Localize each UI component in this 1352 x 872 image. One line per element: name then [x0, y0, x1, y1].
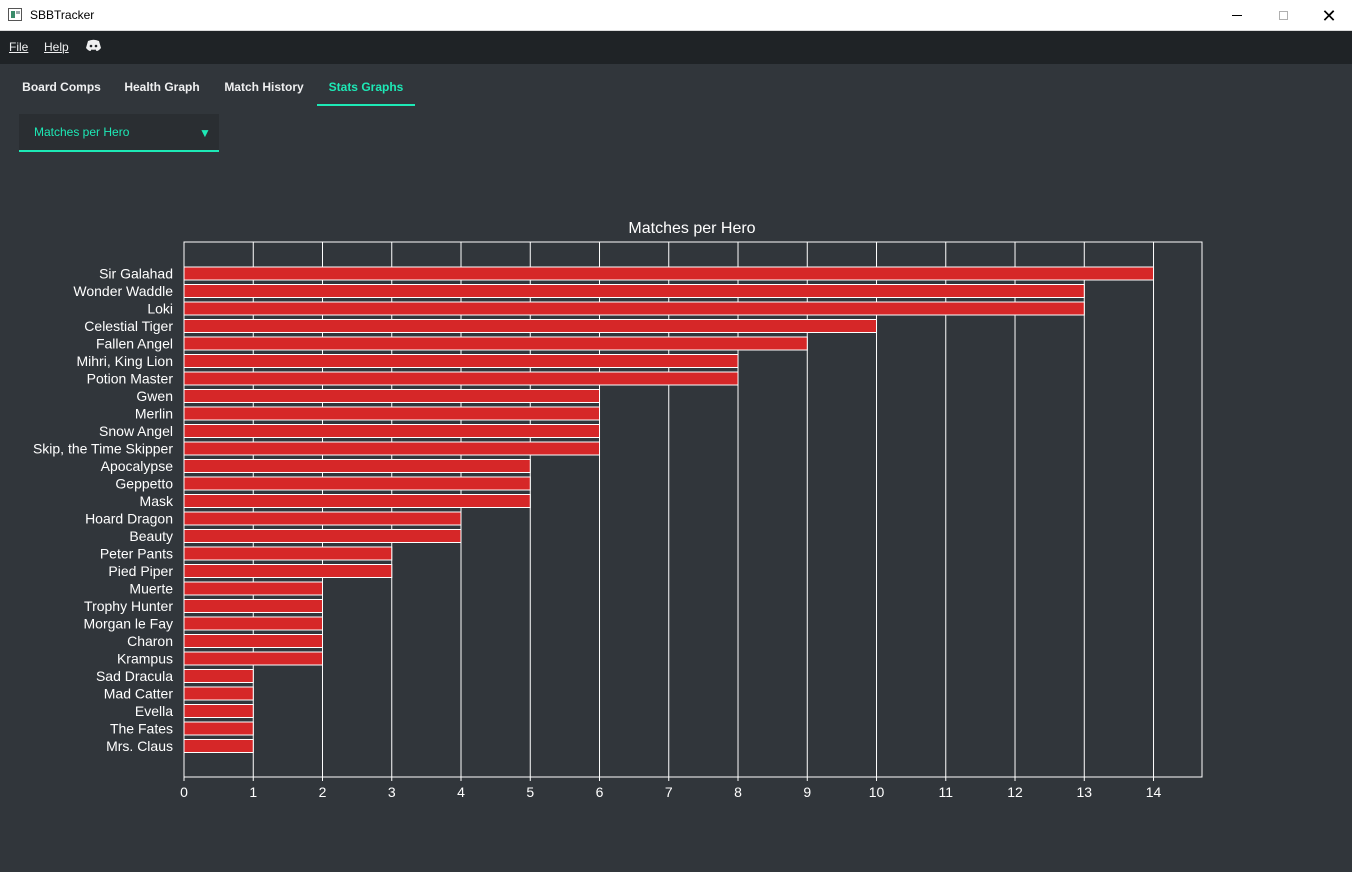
- bar-potion-master: [183, 371, 739, 386]
- category-label: Sir Galahad: [99, 266, 173, 282]
- minimize-icon: [1232, 15, 1242, 16]
- x-tick-label: 0: [180, 784, 188, 800]
- window-title: SBBTracker: [30, 8, 95, 22]
- plot-frame: [183, 241, 1203, 778]
- x-tick-label: 8: [734, 784, 742, 800]
- bar-evella: [183, 704, 254, 718]
- close-button[interactable]: ✕: [1306, 0, 1352, 31]
- dropdown-arrow-icon: ▼: [199, 126, 211, 140]
- category-label: Mad Catter: [104, 686, 174, 702]
- bar-mrs-claus: [183, 739, 254, 753]
- category-label: Fallen Angel: [96, 336, 173, 352]
- x-tick-label: 14: [1146, 784, 1162, 800]
- bar-pied-piper: [183, 564, 393, 578]
- bar-sir-galahad: [183, 266, 1155, 281]
- bar-merlin: [183, 406, 601, 421]
- x-tick-label: 11: [938, 784, 953, 800]
- category-label: Potion Master: [87, 371, 174, 387]
- title-bar: SBBTracker ✕: [0, 0, 1352, 31]
- category-label: Muerte: [129, 581, 173, 597]
- bar-loki: [183, 301, 1085, 316]
- bar-morgan-le-fay: [183, 616, 324, 631]
- menu-help[interactable]: Help: [44, 40, 69, 54]
- x-tick-label: 6: [596, 784, 604, 800]
- category-label: Geppetto: [115, 476, 173, 492]
- bar-geppetto: [183, 476, 531, 491]
- category-label: Skip, the Time Skipper: [33, 441, 173, 457]
- bar-charon: [183, 634, 324, 648]
- category-label: Evella: [135, 703, 173, 719]
- category-label: Morgan le Fay: [84, 616, 173, 632]
- category-label: The Fates: [110, 721, 173, 737]
- app-icon: [8, 8, 22, 21]
- bar-mask: [183, 494, 531, 508]
- dropdown-selected-value: Matches per Hero: [34, 125, 130, 139]
- bar-wonder-waddle: [183, 284, 1085, 298]
- bar-trophy-hunter: [183, 599, 324, 613]
- category-label: Mask: [140, 493, 174, 509]
- close-icon: ✕: [1321, 5, 1337, 26]
- category-label: Mihri, King Lion: [77, 353, 174, 369]
- x-tick-label: 10: [869, 784, 885, 800]
- category-label: Trophy Hunter: [84, 598, 173, 614]
- category-label: Pied Piper: [108, 563, 173, 579]
- x-tick-label: 12: [1007, 784, 1023, 800]
- category-label: Loki: [147, 301, 173, 317]
- x-tick-label: 1: [249, 784, 257, 800]
- x-tick-label: 7: [665, 784, 673, 800]
- category-label: Sad Dracula: [96, 668, 173, 684]
- bar-the-fates: [183, 721, 254, 736]
- tab-match-history[interactable]: Match History: [224, 80, 304, 94]
- x-tick-label: 5: [526, 784, 534, 800]
- maximize-button[interactable]: [1260, 0, 1306, 31]
- bar-mihri-king-lion: [183, 354, 739, 368]
- category-label: Merlin: [135, 406, 173, 422]
- menu-bar: File Help: [0, 31, 1352, 64]
- tab-stats-graphs[interactable]: Stats Graphs: [317, 70, 415, 106]
- category-label: Charon: [127, 633, 173, 649]
- bar-celestial-tiger: [183, 319, 878, 333]
- category-label: Wonder Waddle: [73, 283, 173, 299]
- category-label: Peter Pants: [100, 546, 173, 562]
- category-label: Celestial Tiger: [84, 318, 173, 334]
- category-label: Apocalypse: [101, 458, 174, 474]
- bar-mad-catter: [183, 686, 254, 701]
- category-label: Snow Angel: [99, 423, 173, 439]
- x-tick-label: 3: [388, 784, 396, 800]
- x-tick-label: 4: [457, 784, 465, 800]
- bar-muerte: [183, 581, 324, 596]
- category-label: Hoard Dragon: [85, 511, 173, 527]
- menu-file[interactable]: File: [9, 40, 29, 54]
- chart-title: Matches per Hero: [628, 220, 755, 237]
- bar-snow-angel: [183, 424, 601, 438]
- bar-apocalypse: [183, 459, 531, 473]
- minimize-button[interactable]: [1214, 0, 1260, 31]
- bar-skip-the-time-skipper: [183, 441, 601, 456]
- x-tick-label: 2: [319, 784, 327, 800]
- category-label: Beauty: [129, 528, 173, 544]
- x-tick-label: 13: [1076, 784, 1092, 800]
- graph-type-dropdown[interactable]: Matches per Hero ▼: [19, 114, 219, 152]
- bar-gwen: [183, 389, 601, 403]
- bar-beauty: [183, 529, 462, 543]
- maximize-icon: [1278, 11, 1288, 20]
- bar-hoard-dragon: [183, 511, 462, 526]
- tab-board-comps[interactable]: Board Comps: [22, 80, 101, 94]
- category-label: Gwen: [136, 388, 173, 404]
- bar-fallen-angel: [183, 336, 808, 351]
- bar-krampus: [183, 651, 324, 666]
- tab-health-graph[interactable]: Health Graph: [124, 80, 200, 94]
- category-label: Krampus: [117, 651, 173, 667]
- bar-sad-dracula: [183, 669, 254, 683]
- bar-peter-pants: [183, 546, 393, 561]
- discord-icon[interactable]: [86, 39, 101, 52]
- category-label: Mrs. Claus: [106, 738, 173, 754]
- x-tick-label: 9: [803, 784, 811, 800]
